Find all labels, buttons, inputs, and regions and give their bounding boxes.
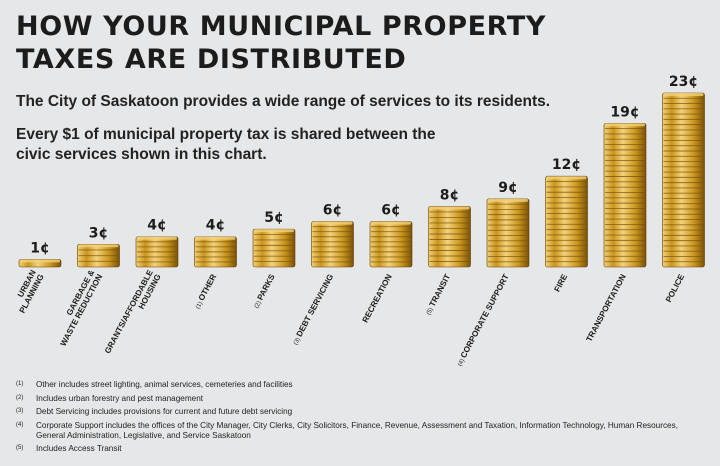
footnote-marker: (4) [457,357,467,368]
footnote-marker: (1) [195,299,205,310]
category-label-line: (3) DEBT SERVICING [290,273,335,347]
category-label: (4) CORPORATE SUPPORT [455,273,511,368]
footnote-number: (1) [16,381,24,387]
coin-stack-bar [18,259,62,268]
footnote-5: (5) Includes Access Transit [16,444,706,454]
coin-stack-bar [194,236,237,268]
coin-stack-bar [311,221,354,268]
value-label: 6¢ [323,203,342,219]
value-label: 9¢ [498,180,517,196]
value-label: 3¢ [89,225,108,241]
value-label: 19¢ [610,104,639,120]
category-label-text: TRANSIT [428,273,453,309]
category-label-text: FIRE [553,272,570,293]
subtitle: The City of Saskatoon provides a wide ra… [16,93,551,110]
category-label: FIRE [553,272,570,293]
intro-line-1: Every $1 of municipal property tax is sh… [16,126,436,143]
intro-text: Every $1 of municipal property tax is sh… [16,125,436,165]
footnote-text: Other includes street lighting, animal s… [36,380,293,389]
value-label: 8¢ [440,187,459,203]
coin-stack-bar [428,206,471,268]
coin-stack-bar [369,221,413,268]
coin-stack-bar [662,92,705,268]
category-label-line: FIRE [553,272,570,293]
footnote-number: (2) [16,394,24,401]
value-label: 1¢ [30,240,49,256]
coin-stack-bar [77,244,120,268]
category-label: (2) PARKS [251,272,277,309]
category-label-text: DEBT SERVICING [295,273,336,339]
footnote-number: (5) [16,445,24,451]
title-line-2: TAXES ARE DISTRIBUTED [16,44,407,75]
footnote-2: (2) Includes urban forestry and pest man… [16,394,706,404]
category-label-line: RECREATION [361,273,394,325]
footnote-marker: (3) [293,335,303,346]
category-label-text: OTHER [197,273,218,303]
category-label-line: (4) CORPORATE SUPPORT [455,273,511,368]
value-label: 5¢ [264,210,283,226]
footnote-marker: (5) [426,305,436,316]
category-label: GARBAGE &WASTE REDUCTION [59,268,105,347]
intro-line-2: civic services shown in this chart. [16,146,267,163]
category-label-text: GRANTS/AFFORDABLE [103,268,155,355]
footnotes: (1) Other includes street lighting, anim… [16,380,706,458]
category-label-line: GRANTS/AFFORDABLE [103,268,155,355]
coin-stack-bar [545,175,588,268]
category-label-text: PARKS [256,272,277,301]
category-label-line: (2) PARKS [251,272,277,309]
category-label-line: TRANSPORTATION [585,273,628,344]
category-label-text: CORPORATE SUPPORT [459,273,511,360]
category-label: TRANSPORTATION [585,273,628,344]
category-label-line: (5) TRANSIT [423,273,452,317]
footnote-4: (4) Corporate Support includes the offic… [16,421,706,441]
category-label: POLICE [664,272,687,304]
value-label: 6¢ [381,203,400,219]
footnote-marker: (2) [254,299,264,310]
category-label-text: RECREATION [361,273,394,325]
coin-stack-chart: 1¢ 3¢ 4¢ 4¢ 5¢ 6¢ 6¢ 8¢ 9¢ 12¢ 19¢ 23¢ URBANPLANNIN… [16,74,705,368]
category-label-text: TRANSPORTATION [585,273,628,344]
footnote-text: Debt Servicing includes provisions for c… [36,407,293,416]
category-label: (5) TRANSIT [423,273,452,317]
coin-stack-bar [486,198,530,268]
value-label: 23¢ [669,74,698,90]
value-label: 4¢ [206,218,225,234]
footnote-text: Includes Access Transit [36,444,122,453]
category-label: (3) DEBT SERVICING [290,273,335,347]
category-label: (1) OTHER [193,273,219,311]
footnote-number: (4) [16,421,24,428]
category-label-line: POLICE [664,272,687,304]
category-label: RECREATION [361,273,394,325]
value-labels-group: 1¢ 3¢ 4¢ 4¢ 5¢ 6¢ 6¢ 8¢ 9¢ 12¢ 19¢ 23¢ [30,74,698,256]
coin-stack-bar [252,228,296,268]
footnote-text: Corporate Support includes the offices o… [36,420,678,440]
footnote-3: (3) Debt Servicing includes provisions f… [16,407,706,417]
footnote-1: (1) Other includes street lighting, anim… [16,380,706,390]
value-label: 12¢ [552,157,581,173]
title-line-1: HOW YOUR MUNICIPAL PROPERTY [16,11,547,42]
coin-stack-bar [603,122,647,268]
value-label: 4¢ [147,218,166,234]
category-label-text: POLICE [664,272,687,304]
category-label-line: (1) OTHER [193,273,219,311]
footnote-number: (3) [16,408,24,414]
bars-group [18,92,705,268]
footnote-text: Includes urban forestry and pest managem… [36,393,204,403]
coin-stack-bar [135,236,179,268]
page-title: HOW YOUR MUNICIPAL PROPERTY TAXES ARE DI… [16,10,546,76]
